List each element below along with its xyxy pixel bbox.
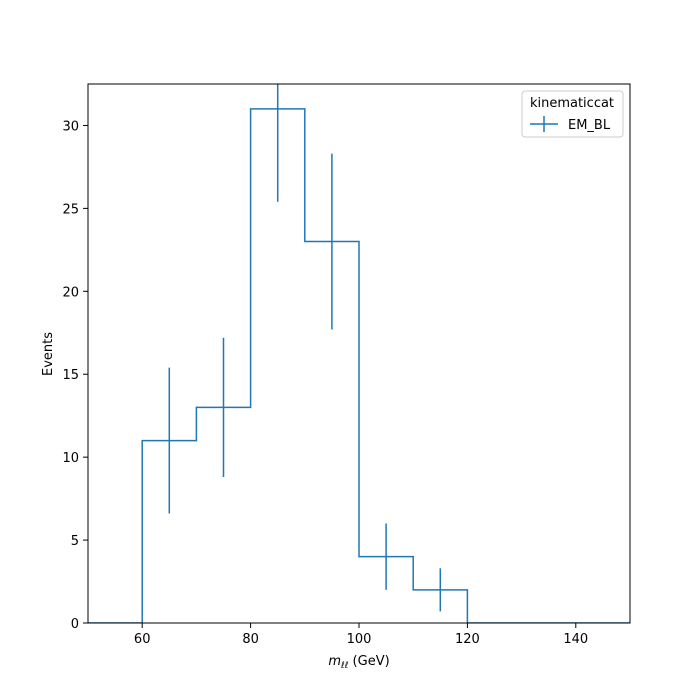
y-tick-label: 15 xyxy=(62,368,79,383)
legend-frame xyxy=(521,90,624,138)
x-axis-title-unit: (GeV) xyxy=(348,654,389,669)
x-tick-label: 120 xyxy=(455,632,480,647)
y-axis-title: Events xyxy=(41,332,56,376)
y-tick-label: 0 xyxy=(71,617,79,632)
legend-title: kinematiccat xyxy=(530,96,614,111)
y-tick-label: 25 xyxy=(62,202,79,217)
x-axis-title-subscript: ℓℓ xyxy=(340,661,348,671)
legend: kinematiccat EM_BL xyxy=(521,90,624,138)
y-tick-label: 10 xyxy=(62,451,79,466)
legend-item-em-bl: EM_BL xyxy=(568,118,611,133)
y-tick-label: 30 xyxy=(62,119,79,134)
x-tick-label: 140 xyxy=(563,632,588,647)
y-axis: 0 5 10 15 20 25 30 xyxy=(62,119,88,632)
x-axis: 60 80 100 120 140 xyxy=(134,623,588,647)
series-group xyxy=(88,84,630,623)
y-tick-label: 5 xyxy=(71,534,79,549)
axes-frame xyxy=(87,83,631,624)
y-tick-label: 20 xyxy=(62,285,79,300)
x-axis-title: mℓℓ (GeV) xyxy=(328,654,389,671)
plot-area xyxy=(88,84,630,623)
x-tick-label: 60 xyxy=(134,632,151,647)
x-axis-title-main: m xyxy=(328,654,341,669)
x-tick-label: 100 xyxy=(347,632,372,647)
x-tick-label: 80 xyxy=(242,632,259,647)
histogram-step-line xyxy=(88,108,630,623)
